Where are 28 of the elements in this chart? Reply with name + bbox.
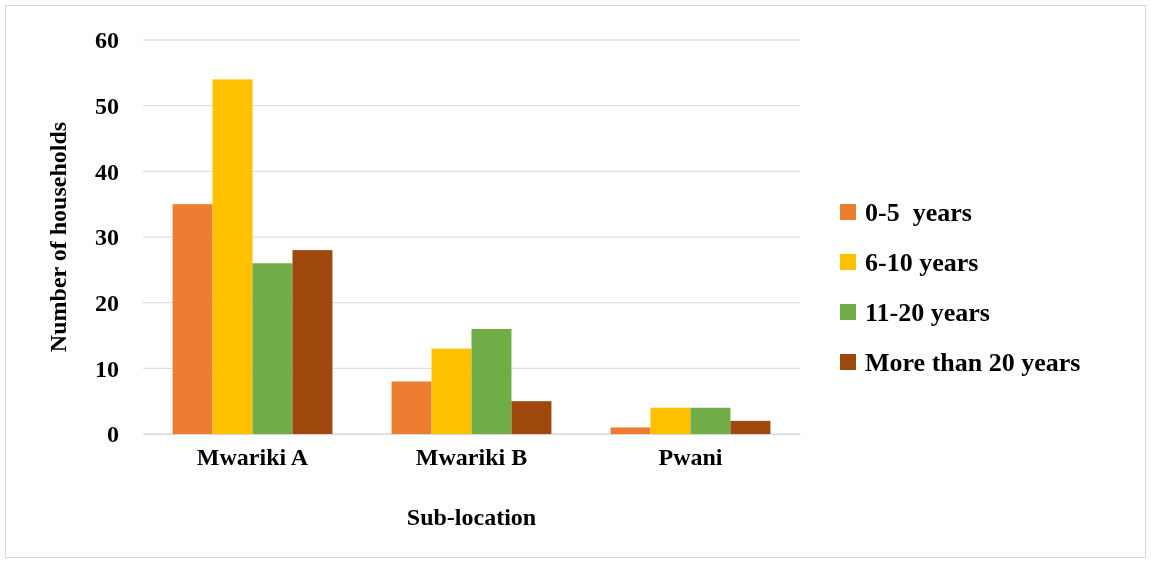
bar — [172, 204, 213, 434]
x-tick-label: Pwani — [658, 444, 723, 471]
y-axis-title: Number of households — [45, 121, 71, 353]
y-tick-label: 0 — [107, 421, 119, 448]
y-tick-label: 40 — [95, 158, 119, 185]
bar — [292, 250, 333, 434]
bar — [511, 401, 552, 434]
bar — [212, 79, 253, 434]
y-tick-label: 60 — [95, 27, 119, 54]
bar — [690, 407, 731, 434]
bar — [471, 328, 512, 434]
x-tick-label: Mwariki A — [196, 444, 309, 471]
bar — [431, 348, 472, 434]
y-tick-label: 30 — [95, 224, 119, 251]
legend-label: 0-5 years — [865, 198, 972, 227]
legend-label: 6-10 years — [865, 248, 979, 277]
x-axis-title: Sub-location — [406, 504, 537, 530]
bar — [252, 263, 293, 434]
bar — [730, 420, 771, 434]
bar — [610, 427, 651, 434]
x-tick-label: Mwariki B — [415, 444, 528, 471]
bar — [650, 407, 691, 434]
bar — [391, 381, 432, 434]
legend-label: 11-20 years — [865, 298, 990, 327]
y-tick-label: 10 — [95, 355, 119, 382]
legend-label: More than 20 years — [865, 348, 1081, 377]
y-tick-label: 50 — [95, 92, 119, 119]
y-tick-label: 20 — [95, 289, 119, 316]
